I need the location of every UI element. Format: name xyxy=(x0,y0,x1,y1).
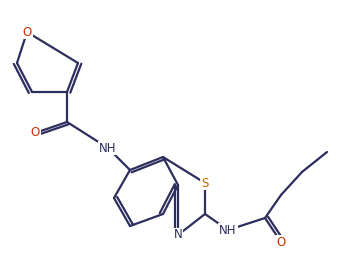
Text: O: O xyxy=(276,235,286,248)
Text: NH: NH xyxy=(219,224,237,236)
Text: O: O xyxy=(22,25,31,39)
Text: NH: NH xyxy=(99,141,117,155)
Text: S: S xyxy=(201,176,209,190)
Text: N: N xyxy=(174,228,182,241)
Text: O: O xyxy=(30,126,40,140)
